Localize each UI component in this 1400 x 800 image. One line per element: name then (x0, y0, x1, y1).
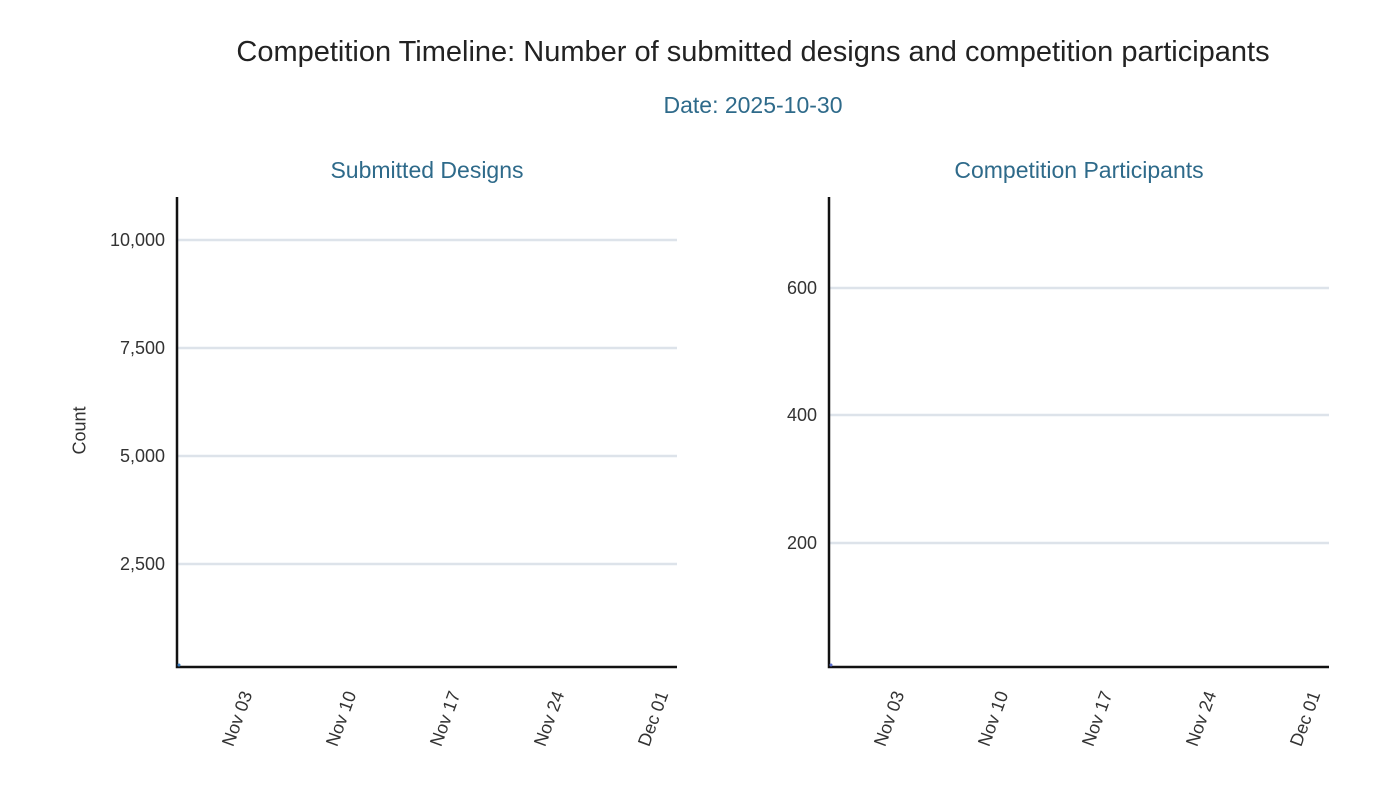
y-tick: 400 (786, 405, 817, 425)
panel-title-participants: Competition Participants (954, 157, 1204, 183)
y-tick: 200 (786, 533, 817, 553)
panel-title-designs: Submitted Designs (330, 157, 524, 183)
y-tick: 2,500 (119, 554, 165, 574)
y-tick: 600 (786, 278, 817, 298)
chart-title: Competition Timeline: Number of submitte… (236, 36, 1270, 68)
chart-subtitle: Date: 2025-10-30 (663, 92, 843, 118)
y-tick: 7,500 (119, 338, 165, 358)
y-tick: 5,000 (119, 446, 165, 466)
y-tick: 10,000 (109, 230, 165, 250)
